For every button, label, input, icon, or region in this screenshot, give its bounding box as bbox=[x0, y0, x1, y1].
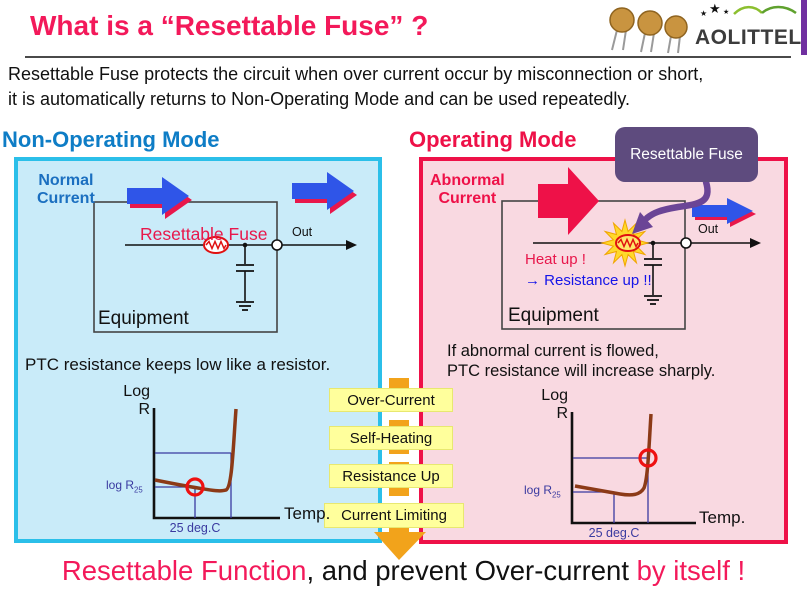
intro-text: Resettable Fuse protects the circuit whe… bbox=[8, 62, 703, 112]
out-label: Out bbox=[292, 225, 313, 239]
x-tick-label: 25 deg.C bbox=[169, 521, 221, 535]
resettable-fuse-callout: Resettable Fuse bbox=[615, 127, 758, 182]
intro-line-2: it is automatically returns to Non-Opera… bbox=[8, 89, 631, 109]
disc-capacitor-icon bbox=[609, 7, 635, 33]
normal-current-label: Normal Current bbox=[37, 172, 95, 208]
component-leads bbox=[611, 29, 681, 54]
r25-label: log R25 bbox=[106, 478, 143, 495]
non-operating-mode-heading: Non-Operating Mode bbox=[2, 127, 220, 152]
x-axis-label: Temp. bbox=[284, 504, 331, 523]
footer-part1: Resettable Function bbox=[61, 555, 307, 586]
disc-capacitor-icon bbox=[664, 15, 688, 39]
fuse-label: Resettable Fuse bbox=[140, 224, 268, 244]
heat-up-label: Heat up ! bbox=[525, 251, 586, 268]
page-title: What is a “Resettable Fuse” ? bbox=[30, 10, 429, 41]
non-operating-mode-panel bbox=[14, 157, 382, 543]
logo-star-icon: ★ bbox=[709, 1, 721, 16]
flow-step-over-current: Over-Current bbox=[329, 388, 453, 412]
y-axis-label: Log R bbox=[123, 383, 150, 419]
intro-line-1: Resettable Fuse protects the circuit whe… bbox=[8, 64, 704, 84]
x-tick-label: 25 deg.C bbox=[588, 526, 640, 540]
logo-arc-icon bbox=[733, 5, 797, 15]
left-caption: PTC resistance keeps low like a resistor… bbox=[25, 355, 331, 374]
r25-label: log R25 bbox=[524, 483, 561, 500]
logo-star-icon: ★ bbox=[700, 9, 708, 18]
resistance-up-label: → Resistance up !! bbox=[525, 272, 652, 289]
equipment-label: Equipment bbox=[508, 305, 599, 326]
corner-decoration bbox=[801, 0, 807, 55]
flow-step-self-heating: Self-Heating bbox=[329, 426, 453, 450]
flow-step-resistance-up: Resistance Up bbox=[329, 464, 453, 488]
title-divider bbox=[25, 56, 791, 58]
disc-capacitor-icon bbox=[637, 10, 663, 36]
thermistor-components-icon bbox=[609, 7, 688, 54]
right-caption: If abnormal current is flowed, PTC resis… bbox=[447, 342, 716, 380]
abnormal-current-label: Abnormal Current bbox=[430, 172, 505, 208]
operating-mode-heading: Operating Mode bbox=[409, 127, 577, 152]
logo-star-icon: ★ bbox=[723, 9, 730, 16]
y-axis-label: Log R bbox=[541, 387, 568, 423]
conclusion-text: Resettable Function, and prevent Over-cu… bbox=[0, 555, 807, 587]
out-label: Out bbox=[698, 222, 719, 236]
logo-wordmark: AOLITTEL bbox=[695, 26, 802, 49]
x-axis-label: Temp. bbox=[699, 508, 746, 527]
footer-part3: by itself ! bbox=[636, 555, 746, 586]
equipment-label: Equipment bbox=[98, 308, 189, 329]
flow-step-current-limiting: Current Limiting bbox=[324, 503, 464, 528]
footer-part2: , and prevent Over-current bbox=[306, 555, 637, 586]
